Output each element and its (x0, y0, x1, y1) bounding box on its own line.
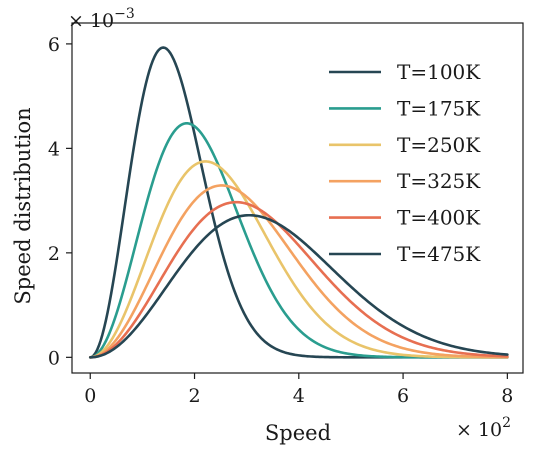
x-tick-label: 6 (397, 385, 409, 407)
y-axis-label: Speed distribution (11, 107, 35, 304)
legend-label: T=325K (397, 169, 481, 193)
x-axis-label: Speed (265, 421, 331, 445)
y-multiplier-exponent: −3 (114, 6, 135, 22)
x-axis-ticks: 0 2 4 6 8 (84, 373, 513, 407)
legend-label: T=175K (397, 96, 481, 120)
legend-label: T=250K (397, 133, 481, 157)
series-line-t-325k (88, 184, 509, 359)
x-tick-label: 8 (501, 385, 513, 407)
y-multiplier-label: × 10−3 (68, 6, 135, 32)
series-line-t-250k (88, 160, 509, 359)
plot-lines (88, 46, 509, 359)
x-multiplier-exponent: 2 (502, 415, 511, 431)
series-line-t-400k (88, 200, 509, 359)
x-tick-label: 0 (84, 385, 96, 407)
x-multiplier-label: × 102 (456, 415, 511, 441)
x-tick-label: 2 (188, 385, 200, 407)
legend-label: T=400K (397, 206, 481, 230)
series-line-t-100k (88, 46, 509, 359)
y-tick-label: 4 (48, 138, 60, 160)
plot-frame (71, 22, 524, 374)
legend-label: T=475K (397, 242, 481, 266)
y-axis-ticks: 0 2 4 6 (48, 34, 72, 369)
series-line-t-475k (88, 213, 509, 359)
y-tick-label: 6 (48, 34, 60, 56)
legend-label: T=100K (397, 60, 481, 84)
y-tick-label: 2 (48, 243, 60, 265)
legend: T=100K T=175K T=250K T=325K T=400K T=475K (329, 60, 481, 266)
x-tick-label: 4 (293, 385, 305, 407)
y-tick-label: 0 (48, 347, 60, 369)
